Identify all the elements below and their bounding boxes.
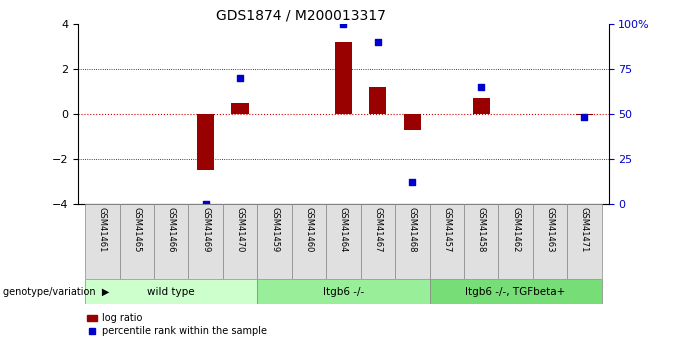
Bar <box>257 279 430 304</box>
Bar <box>154 204 188 279</box>
Bar <box>85 279 257 304</box>
Text: GSM41458: GSM41458 <box>477 207 486 253</box>
Bar <box>576 114 593 115</box>
Bar <box>223 204 257 279</box>
Bar <box>85 204 120 279</box>
Bar <box>257 204 292 279</box>
Text: GSM41467: GSM41467 <box>373 207 382 253</box>
Point <box>200 201 211 206</box>
Text: GSM41460: GSM41460 <box>305 207 313 253</box>
Bar <box>120 204 154 279</box>
Legend: log ratio, percentile rank within the sample: log ratio, percentile rank within the sa… <box>83 309 271 340</box>
Text: GSM41466: GSM41466 <box>167 207 175 253</box>
Title: GDS1874 / M200013317: GDS1874 / M200013317 <box>216 9 386 23</box>
Point <box>476 84 487 90</box>
Text: GSM41463: GSM41463 <box>545 207 555 253</box>
Bar <box>197 114 214 170</box>
Bar <box>473 98 490 114</box>
Text: GSM41461: GSM41461 <box>98 207 107 253</box>
Bar <box>498 204 533 279</box>
Bar <box>360 204 395 279</box>
Text: GSM41457: GSM41457 <box>442 207 452 253</box>
Text: GSM41471: GSM41471 <box>580 207 589 253</box>
Bar <box>395 204 430 279</box>
Text: GSM41465: GSM41465 <box>132 207 141 253</box>
Text: Itgb6 -/-, TGFbeta+: Itgb6 -/-, TGFbeta+ <box>466 287 566 296</box>
Bar <box>533 204 567 279</box>
Text: GSM41468: GSM41468 <box>408 207 417 253</box>
Bar <box>188 204 223 279</box>
Text: GSM41462: GSM41462 <box>511 207 520 253</box>
Point <box>407 179 418 185</box>
Text: GSM41470: GSM41470 <box>235 207 245 253</box>
Bar <box>430 204 464 279</box>
Text: GSM41469: GSM41469 <box>201 207 210 253</box>
Text: Itgb6 -/-: Itgb6 -/- <box>323 287 364 296</box>
Bar <box>335 42 352 114</box>
Point <box>579 115 590 120</box>
Point <box>235 75 245 81</box>
Point <box>373 39 384 45</box>
Bar <box>430 279 602 304</box>
Text: GSM41459: GSM41459 <box>270 207 279 253</box>
Bar <box>369 87 386 114</box>
Text: GSM41464: GSM41464 <box>339 207 348 253</box>
Point <box>338 21 349 27</box>
Bar <box>231 102 249 114</box>
Text: genotype/variation  ▶: genotype/variation ▶ <box>3 287 109 296</box>
Bar <box>326 204 360 279</box>
Text: wild type: wild type <box>148 287 195 296</box>
Bar <box>464 204 498 279</box>
Bar <box>292 204 326 279</box>
Bar <box>404 114 421 129</box>
Bar <box>567 204 602 279</box>
